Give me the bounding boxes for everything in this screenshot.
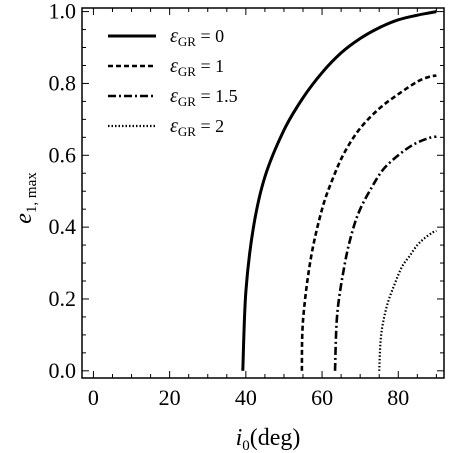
series-line-1 [300,74,437,371]
y-tick-label: 0.2 [49,286,77,311]
x-axis-label: i0(deg) [236,425,301,453]
y-tick-label: 0.8 [49,70,77,95]
plot-frame [81,7,445,379]
y-tick-label: 1.0 [49,0,77,24]
series-line-3 [378,229,437,371]
x-tick-label: 20 [159,385,181,410]
legend-label-0: εGR = 0 [170,25,224,49]
y-tick-label: 0.0 [49,358,77,383]
ticks-layer: 0 20 40 60 80 0.0 0.2 0.4 0.6 0.8 1.0 [49,0,444,410]
x-tick-label: 80 [387,385,409,410]
y-axis-label: e1, max [11,172,40,224]
legend-label-1: εGR = 1 [170,55,224,79]
x-tick-label: 0 [88,385,99,410]
x-tick-label: 60 [311,385,333,410]
legend-label-3: εGR = 2 [170,115,224,139]
legend-label-2: εGR = 1.5 [170,85,238,109]
legend: εGR = 0 εGR = 1 εGR = 1.5 εGR = 2 [108,25,238,139]
series-line-0 [241,10,437,371]
axis-labels: i0(deg) e1, max [11,172,300,453]
y-tick-label: 0.6 [49,142,77,167]
series-layer [241,10,437,371]
series-line-2 [333,135,437,371]
x-tick-label: 40 [235,385,257,410]
y-tick-label: 0.4 [49,214,77,239]
